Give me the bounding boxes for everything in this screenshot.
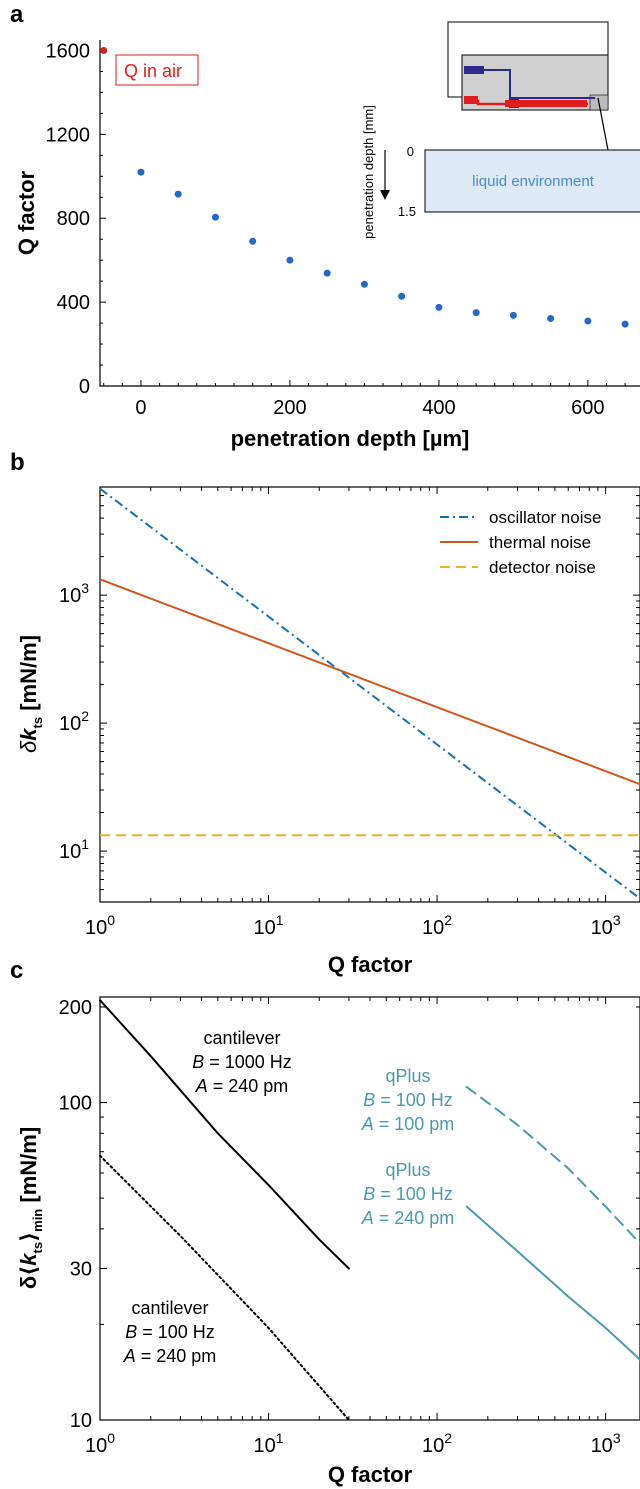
x-tick-label: 200 [273,397,306,419]
annotation-amplitude: A = 240 pm [195,1076,289,1096]
y-tick-label: 200 [59,997,92,1019]
panel-b-xlabel: Q factor [328,952,413,977]
panel-label-c: c [10,957,23,984]
series-line [99,487,640,900]
inset-red-pad [464,96,478,104]
data-point [621,320,629,328]
x-tick-label: 0 [135,397,146,419]
y-tick-label: 0 [79,376,90,398]
annotation-bandwidth: B = 100 Hz [125,1322,215,1342]
inset-tick-bottom: 1.5 [398,204,416,219]
panel-label-a: a [10,1,24,28]
series-line [465,1205,640,1361]
inset-blue-pad [464,66,484,74]
x-tick-label: 400 [422,397,455,419]
liquid-label: liquid environment [472,173,595,190]
annotation-cantilever-1000: cantilever B = 1000 Hz A = 240 pm [192,1028,292,1096]
q-in-air-box [115,54,199,86]
panel-label-b: b [10,449,25,476]
y-tick-label: 1200 [46,124,91,146]
y-tick-label: 10 [70,1410,92,1432]
y-tick-label: 30 [70,1259,92,1281]
annotation-name: qPlus [385,1066,430,1086]
inset-probe-line [597,97,609,151]
data-point [509,311,517,319]
y-tick-label: 800 [57,208,90,230]
data-point [398,292,406,300]
y-tick-label: 100 [59,1093,92,1115]
x-tick-label: 102 [422,912,452,939]
data-point [174,190,182,198]
data-point [249,237,257,245]
annotation-name: cantilever [131,1298,208,1318]
series-line [465,1085,640,1245]
data-point [323,269,331,277]
annotation-name: qPlus [385,1160,430,1180]
data-point [584,317,592,325]
data-point [137,168,145,176]
panel-b-ylabel: δkts [mN/m] [16,635,45,753]
data-point [360,280,368,288]
data-point [211,213,219,221]
x-tick-label: 100 [85,912,115,939]
y-tick-label: 102 [59,708,89,735]
x-tick-label: 103 [591,1430,621,1457]
annotation-qplus-240pm: qPlus B = 100 Hz A = 240 pm [361,1160,455,1228]
x-tick-label: 102 [422,1430,452,1457]
x-tick-label: 600 [571,397,604,419]
series-line [99,578,640,786]
y-tick-label: 1600 [46,40,91,62]
panel-b: 100 101 102 103 101 102 103 oscillator noise th… [16,486,640,977]
inset-blue-wire [464,69,595,99]
annotation-amplitude: A = 100 pm [361,1114,455,1134]
panel-a-ylabel: Q factor [14,170,39,255]
y-tick-label: 103 [59,580,89,607]
panel-c-xlabel: Q factor [328,1462,413,1487]
liquid-box [424,149,640,213]
y-tick-label: 101 [59,836,89,863]
inset-red-beam [505,100,587,107]
setup-inset: liquid environment 0 1.5 penetration dep… [361,21,640,239]
data-point-air [100,46,108,54]
inset-tick-top: 0 [407,144,414,159]
data-point [547,314,555,322]
x-tick-label: 101 [254,912,284,939]
panel-c-ylabel: δ⟨kts⟩min [mN/m] [16,1127,45,1289]
q-in-air-label: Q in air [124,61,182,81]
annotation-amplitude: A = 240 pm [361,1208,455,1228]
panel-a: 0 400 800 1200 1600 0 200 400 600 Q in air Q fa… [14,21,640,451]
annotation-bandwidth: B = 100 Hz [363,1184,453,1204]
annotation-bandwidth: B = 100 Hz [363,1090,453,1110]
x-tick-label: 103 [591,912,621,939]
series-line [99,999,350,1270]
annotation-amplitude: A = 240 pm [123,1346,217,1366]
annotation-name: cantilever [203,1028,280,1048]
legend-label: thermal noise [489,533,591,552]
x-tick-label: 100 [85,1430,115,1457]
legend-label: detector noise [489,558,596,577]
annotation-qplus-100pm: qPlus B = 100 Hz A = 100 pm [361,1066,455,1134]
panel-c: 100 101 102 103 10 30 100 200 Q factor δ⟨kts⟩mi… [16,996,640,1487]
annotation-bandwidth: B = 1000 Hz [192,1052,292,1072]
data-point [286,256,294,264]
legend-label: oscillator noise [489,508,601,527]
y-tick-label: 400 [57,292,90,314]
inset-arrow-head [380,190,390,200]
annotation-cantilever-100: cantilever B = 100 Hz A = 240 pm [123,1298,217,1366]
series-line [99,1154,350,1421]
panel-a-xlabel: penetration depth [µm] [231,426,470,451]
x-tick-label: 101 [254,1430,284,1457]
data-point [472,309,480,317]
data-point [435,303,443,311]
inset-depth-title: penetration depth [mm] [361,105,376,239]
